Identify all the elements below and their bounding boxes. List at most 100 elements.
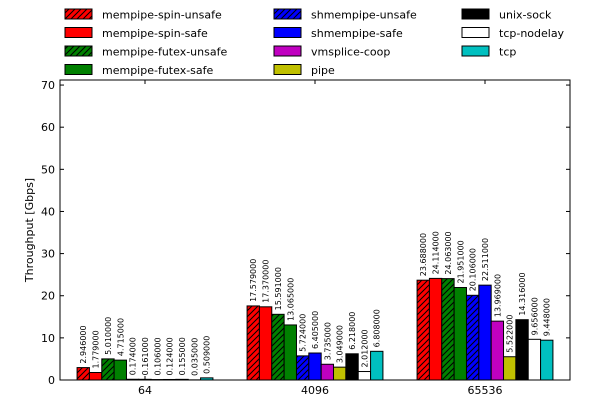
bar-pipe xyxy=(333,366,347,381)
bar-hatch xyxy=(417,280,430,380)
legend-label: vmsplice-coop xyxy=(311,46,390,59)
bar-hatch xyxy=(296,355,309,380)
data-label: 24.114000 xyxy=(432,231,441,274)
bar-shmempipe-safe xyxy=(138,378,152,381)
data-label: 6.218000 xyxy=(348,312,357,350)
data-label: 23.688000 xyxy=(419,233,428,276)
legend-swatch-tcp-nodelay xyxy=(461,27,490,38)
legend: mempipe-spin-unsafe mempipe-spin-safe memp… xyxy=(64,8,565,77)
legend-swatch-tcp xyxy=(461,45,490,57)
legend-label: unix-sock xyxy=(499,9,552,22)
legend-label: shmempipe-unsafe xyxy=(311,9,417,22)
legend-label: tcp xyxy=(499,46,516,59)
data-label: 6.808000 xyxy=(373,309,382,347)
data-label: 3.049000 xyxy=(336,325,345,363)
y-axis-label: Throughput [Gbps] xyxy=(23,178,36,283)
legend-hatch xyxy=(65,9,92,19)
data-label: 0.106000 xyxy=(153,337,162,375)
bar-mempipe-futex-safe xyxy=(113,359,127,381)
data-label: 2.946000 xyxy=(79,325,88,363)
bar-mempipe-futex-safe xyxy=(453,287,467,381)
bar-tcp-nodelay xyxy=(357,371,372,381)
legend-label: pipe xyxy=(311,64,335,77)
bars: 2.946000 1.779000 5.010000 4.715000 0.174000… xyxy=(76,231,554,381)
data-label: 20.106000 xyxy=(469,248,478,291)
legend-label: mempipe-spin-safe xyxy=(102,27,208,40)
bar-vmsplice-coop xyxy=(490,320,505,381)
data-label: 9.448000 xyxy=(543,298,552,336)
data-label: 4.715000 xyxy=(116,318,125,356)
bar-mempipe-spin-safe xyxy=(428,277,443,381)
legend-label: mempipe-futex-safe xyxy=(102,64,214,77)
bar-tcp xyxy=(370,350,384,381)
bar-vmsplice-coop xyxy=(320,363,335,381)
bar-shmempipe-safe xyxy=(308,352,322,381)
legend-swatch-vmsplice-coop xyxy=(273,45,302,57)
data-label: 5.522000 xyxy=(506,315,515,353)
y-axis: 0 10 20 30 40 50 60 70 xyxy=(41,79,570,387)
legend-label: tcp-nodelay xyxy=(499,27,565,40)
data-label: 2.012000 xyxy=(360,329,369,367)
x-tick-label: 64 xyxy=(138,384,152,397)
bar-tcp xyxy=(200,377,214,381)
data-label: 5.010000 xyxy=(104,317,113,355)
data-label: 15.591000 xyxy=(274,267,283,310)
bar-tcp-nodelay xyxy=(527,338,542,381)
bar-shmempipe-safe xyxy=(478,284,492,381)
data-label: 0.035000 xyxy=(190,338,199,376)
bar-unix-sock xyxy=(345,353,359,381)
bar-hatch xyxy=(271,314,285,380)
legend-swatch-unix-sock xyxy=(461,8,490,20)
y-tick-label: 40 xyxy=(41,205,55,218)
bar-pipe xyxy=(163,378,177,381)
x-tick-label: 65536 xyxy=(468,384,503,397)
legend-swatch-mempipe-spin-safe xyxy=(64,27,93,38)
y-tick-label: 10 xyxy=(41,332,55,345)
data-label: 0.174000 xyxy=(129,337,138,375)
y-tick-label: 0 xyxy=(48,374,55,387)
data-label: 13.969000 xyxy=(493,274,502,317)
data-label: 6.405000 xyxy=(311,311,320,349)
data-label: 0.124000 xyxy=(166,337,175,375)
bar-hatch xyxy=(101,358,115,380)
legend-label: mempipe-futex-unsafe xyxy=(102,46,227,59)
bar-unix-sock xyxy=(515,319,529,381)
legend-swatch-pipe xyxy=(273,64,302,75)
bar-hatch xyxy=(441,278,455,380)
y-tick-label: 30 xyxy=(41,248,55,261)
data-label: 21.951000 xyxy=(456,240,465,283)
data-label: 22.511000 xyxy=(481,238,490,281)
data-label: 0.155000 xyxy=(178,337,187,375)
y-tick-label: 20 xyxy=(41,290,55,303)
legend-label: shmempipe-safe xyxy=(311,27,403,40)
data-label: 14.316000 xyxy=(518,272,527,315)
bar-hatch xyxy=(77,367,90,380)
bar-tcp xyxy=(540,339,554,381)
y-tick-label: 50 xyxy=(41,163,55,176)
y-tick-label: 70 xyxy=(41,79,55,92)
data-label: 17.579000 xyxy=(249,259,258,302)
x-tick-label: 4096 xyxy=(301,384,329,397)
bar-pipe xyxy=(503,356,517,381)
bar-mempipe-spin-safe xyxy=(88,372,103,381)
bar-unix-sock xyxy=(175,378,189,381)
data-label: 5.724000 xyxy=(299,314,308,352)
data-label: 3.735000 xyxy=(323,322,332,360)
data-label: 17.370000 xyxy=(262,260,271,303)
bar-mempipe-futex-safe xyxy=(283,324,297,381)
data-label: 1.779000 xyxy=(92,330,101,368)
y-tick-label: 60 xyxy=(41,121,55,134)
data-label: 0.509000 xyxy=(203,336,212,374)
bar-hatch xyxy=(466,295,479,380)
legend-swatch-mempipe-futex-safe xyxy=(64,64,93,75)
data-label: 0.161000 xyxy=(141,337,150,375)
data-label: 24.063000 xyxy=(444,231,453,274)
legend-hatch xyxy=(274,9,301,19)
data-label: 13.065000 xyxy=(286,278,295,321)
bar-hatch xyxy=(247,305,260,380)
bar-mempipe-spin-safe xyxy=(258,306,273,381)
data-label: 9.656000 xyxy=(530,297,539,335)
legend-label: mempipe-spin-unsafe xyxy=(102,9,222,22)
